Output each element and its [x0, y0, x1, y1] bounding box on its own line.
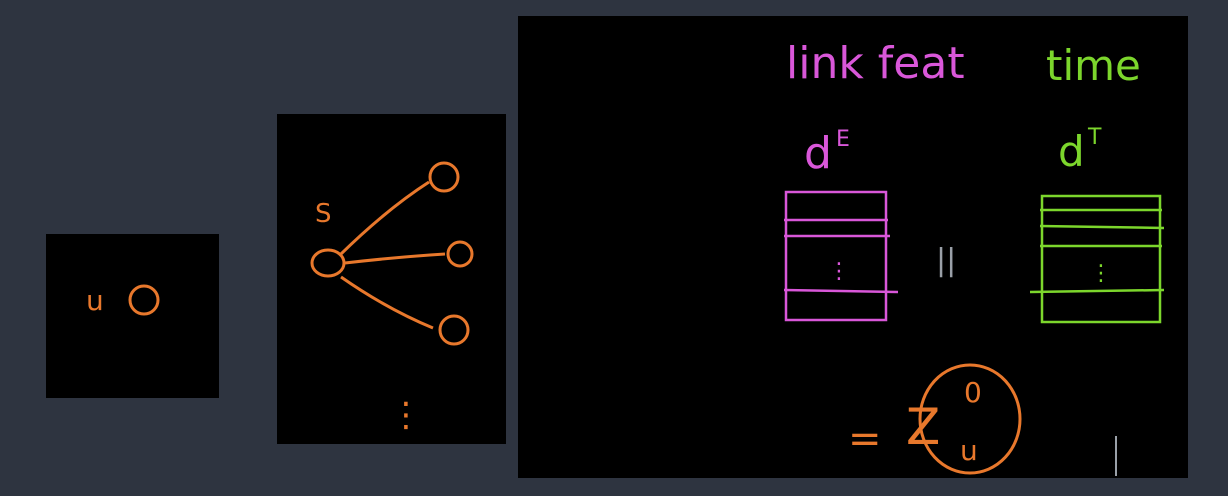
link-dim-label: d [804, 128, 832, 179]
node-u-label: u [86, 284, 104, 317]
center-node-circle [310, 248, 346, 278]
neighbor-node-bottom [438, 314, 470, 346]
node-panel: u [46, 234, 219, 398]
neighbor-graph: S ⋮ [310, 161, 474, 435]
concat-symbol: || [936, 243, 956, 278]
neighbor-panel: S ⋮ [277, 114, 506, 444]
link-dim-superscript: E [836, 127, 850, 152]
neighbor-node-middle [446, 240, 474, 268]
result-subscript: u [960, 434, 978, 467]
edge-top [339, 180, 430, 256]
time-matrix-row-dots: ⋮ [1090, 261, 1112, 286]
edge-bottom [340, 275, 434, 330]
link-matrix-row-dots: ⋮ [828, 259, 850, 284]
result-base-label: Z [906, 398, 940, 456]
time-dim-label: d [1058, 127, 1085, 176]
result-superscript: 0 [964, 376, 982, 409]
edge-middle [344, 252, 446, 265]
time-dim-superscript: T [1087, 125, 1102, 150]
result-circle [918, 363, 1022, 475]
time-label: time [1046, 41, 1141, 90]
features-drawing: link feat time d E d T ⋮ || ⋮ = Z 0 [783, 38, 1165, 476]
equals-symbol: = [848, 416, 882, 462]
neighbor-ellipsis: ⋮ [389, 395, 423, 435]
features-panel: link feat time d E d T ⋮ || ⋮ = Z 0 [518, 16, 1188, 478]
center-node-label: S [315, 199, 332, 229]
link-feat-label: link feat [786, 38, 965, 89]
time-feature-matrix [1029, 194, 1165, 324]
node-drawing: u [86, 284, 160, 317]
node-u-circle [128, 284, 160, 316]
link-feature-matrix [783, 190, 899, 322]
neighbor-node-top [428, 161, 460, 193]
